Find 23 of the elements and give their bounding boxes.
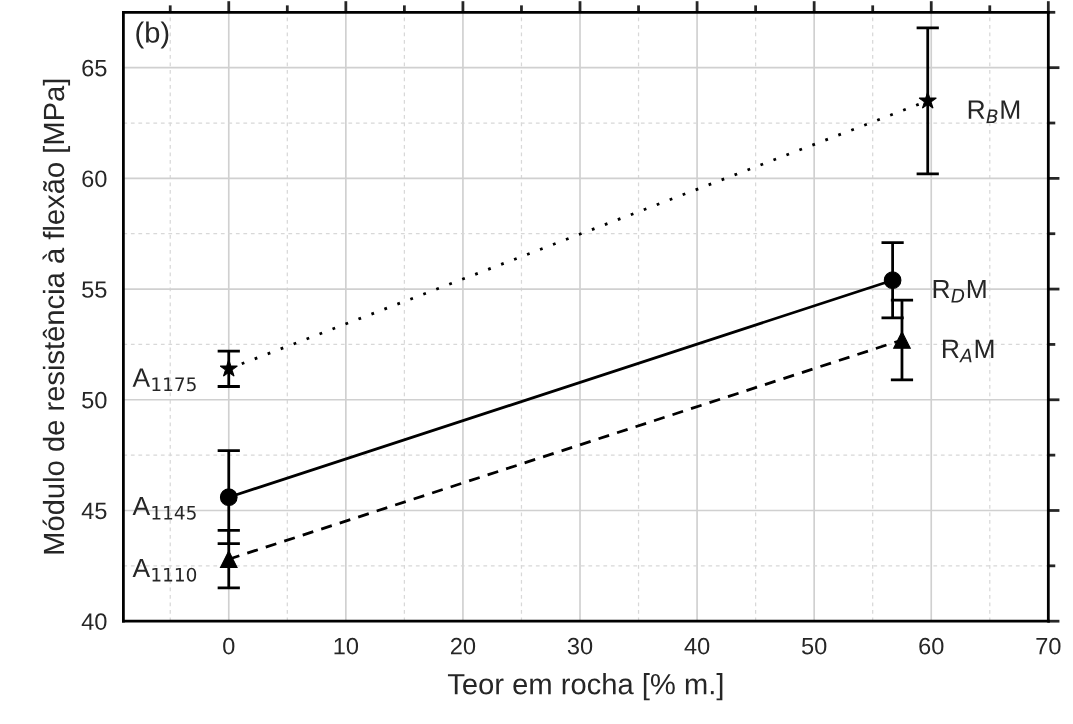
x-tick-label: 0 [223,637,235,655]
x-tick-label: 40 [684,637,710,655]
y-tick-label: 65 [82,59,107,77]
x-tick-label: 10 [334,637,359,655]
annotation: (b) [136,21,169,49]
x-tick-label: 50 [801,637,827,655]
y-tick-label: 55 [82,281,107,298]
annotation: R$_{B}$M [968,100,1020,124]
x-axis-title: Teor em rocha [% m.] [447,673,723,701]
annotation: R$_{D}$M [933,279,986,303]
x-tick-label: 30 [567,637,593,655]
annotation: R$_{A}$M [943,339,994,363]
x-tick-label: 70 [1036,637,1061,655]
y-tick-label: 40 [81,613,107,630]
annotation: A$_{1145}$ [132,496,196,520]
annotation: A$_{1110}$ [132,558,197,582]
y-tick-label: 50 [82,391,107,409]
y-tick-label: 60 [82,170,107,188]
y-tick-label: 45 [81,502,107,520]
x-tick-label: 60 [919,637,944,655]
x-tick-label: 20 [450,637,476,655]
annotation: A$_{1175}$ [132,368,196,392]
y-axis-title: Módulo de resistência à flexão [MPa] [42,79,71,554]
